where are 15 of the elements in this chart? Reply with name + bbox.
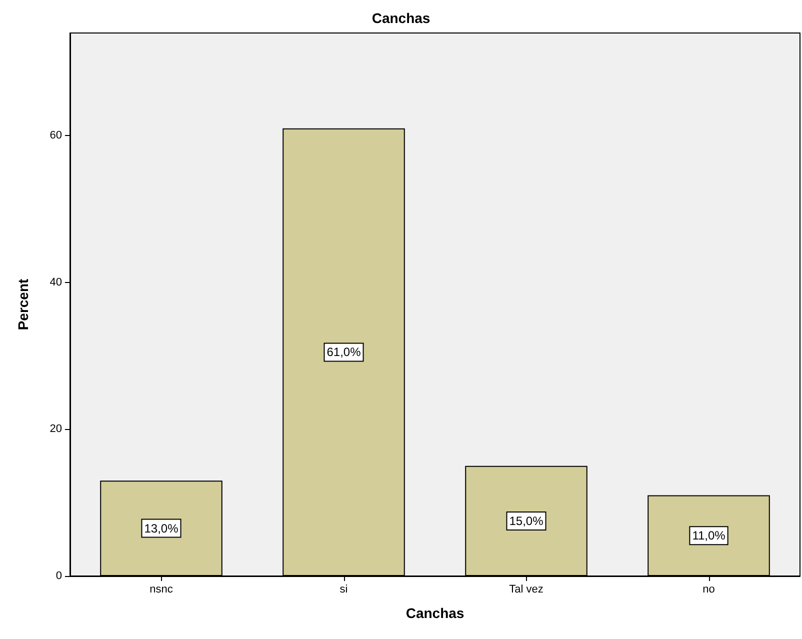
y-tick-label: 20 (50, 423, 62, 436)
data-label: 13,0% (144, 521, 179, 536)
x-axis-title: Canchas (406, 605, 464, 621)
y-tick-label: 0 (56, 570, 62, 582)
y-axis-title: Percent (15, 278, 31, 330)
x-tick-label: no (702, 584, 715, 596)
chart-title: Canchas (372, 10, 430, 26)
y-tick-label: 40 (50, 276, 62, 288)
x-tick-label: si (340, 584, 348, 596)
data-label: 11,0% (692, 528, 726, 543)
data-label: 61,0% (326, 345, 362, 360)
data-label: 15,0% (509, 514, 544, 528)
y-tick-label: 60 (50, 130, 62, 142)
x-tick-label: Tal vez (509, 584, 544, 596)
x-tick-label: nsnc (150, 584, 174, 596)
